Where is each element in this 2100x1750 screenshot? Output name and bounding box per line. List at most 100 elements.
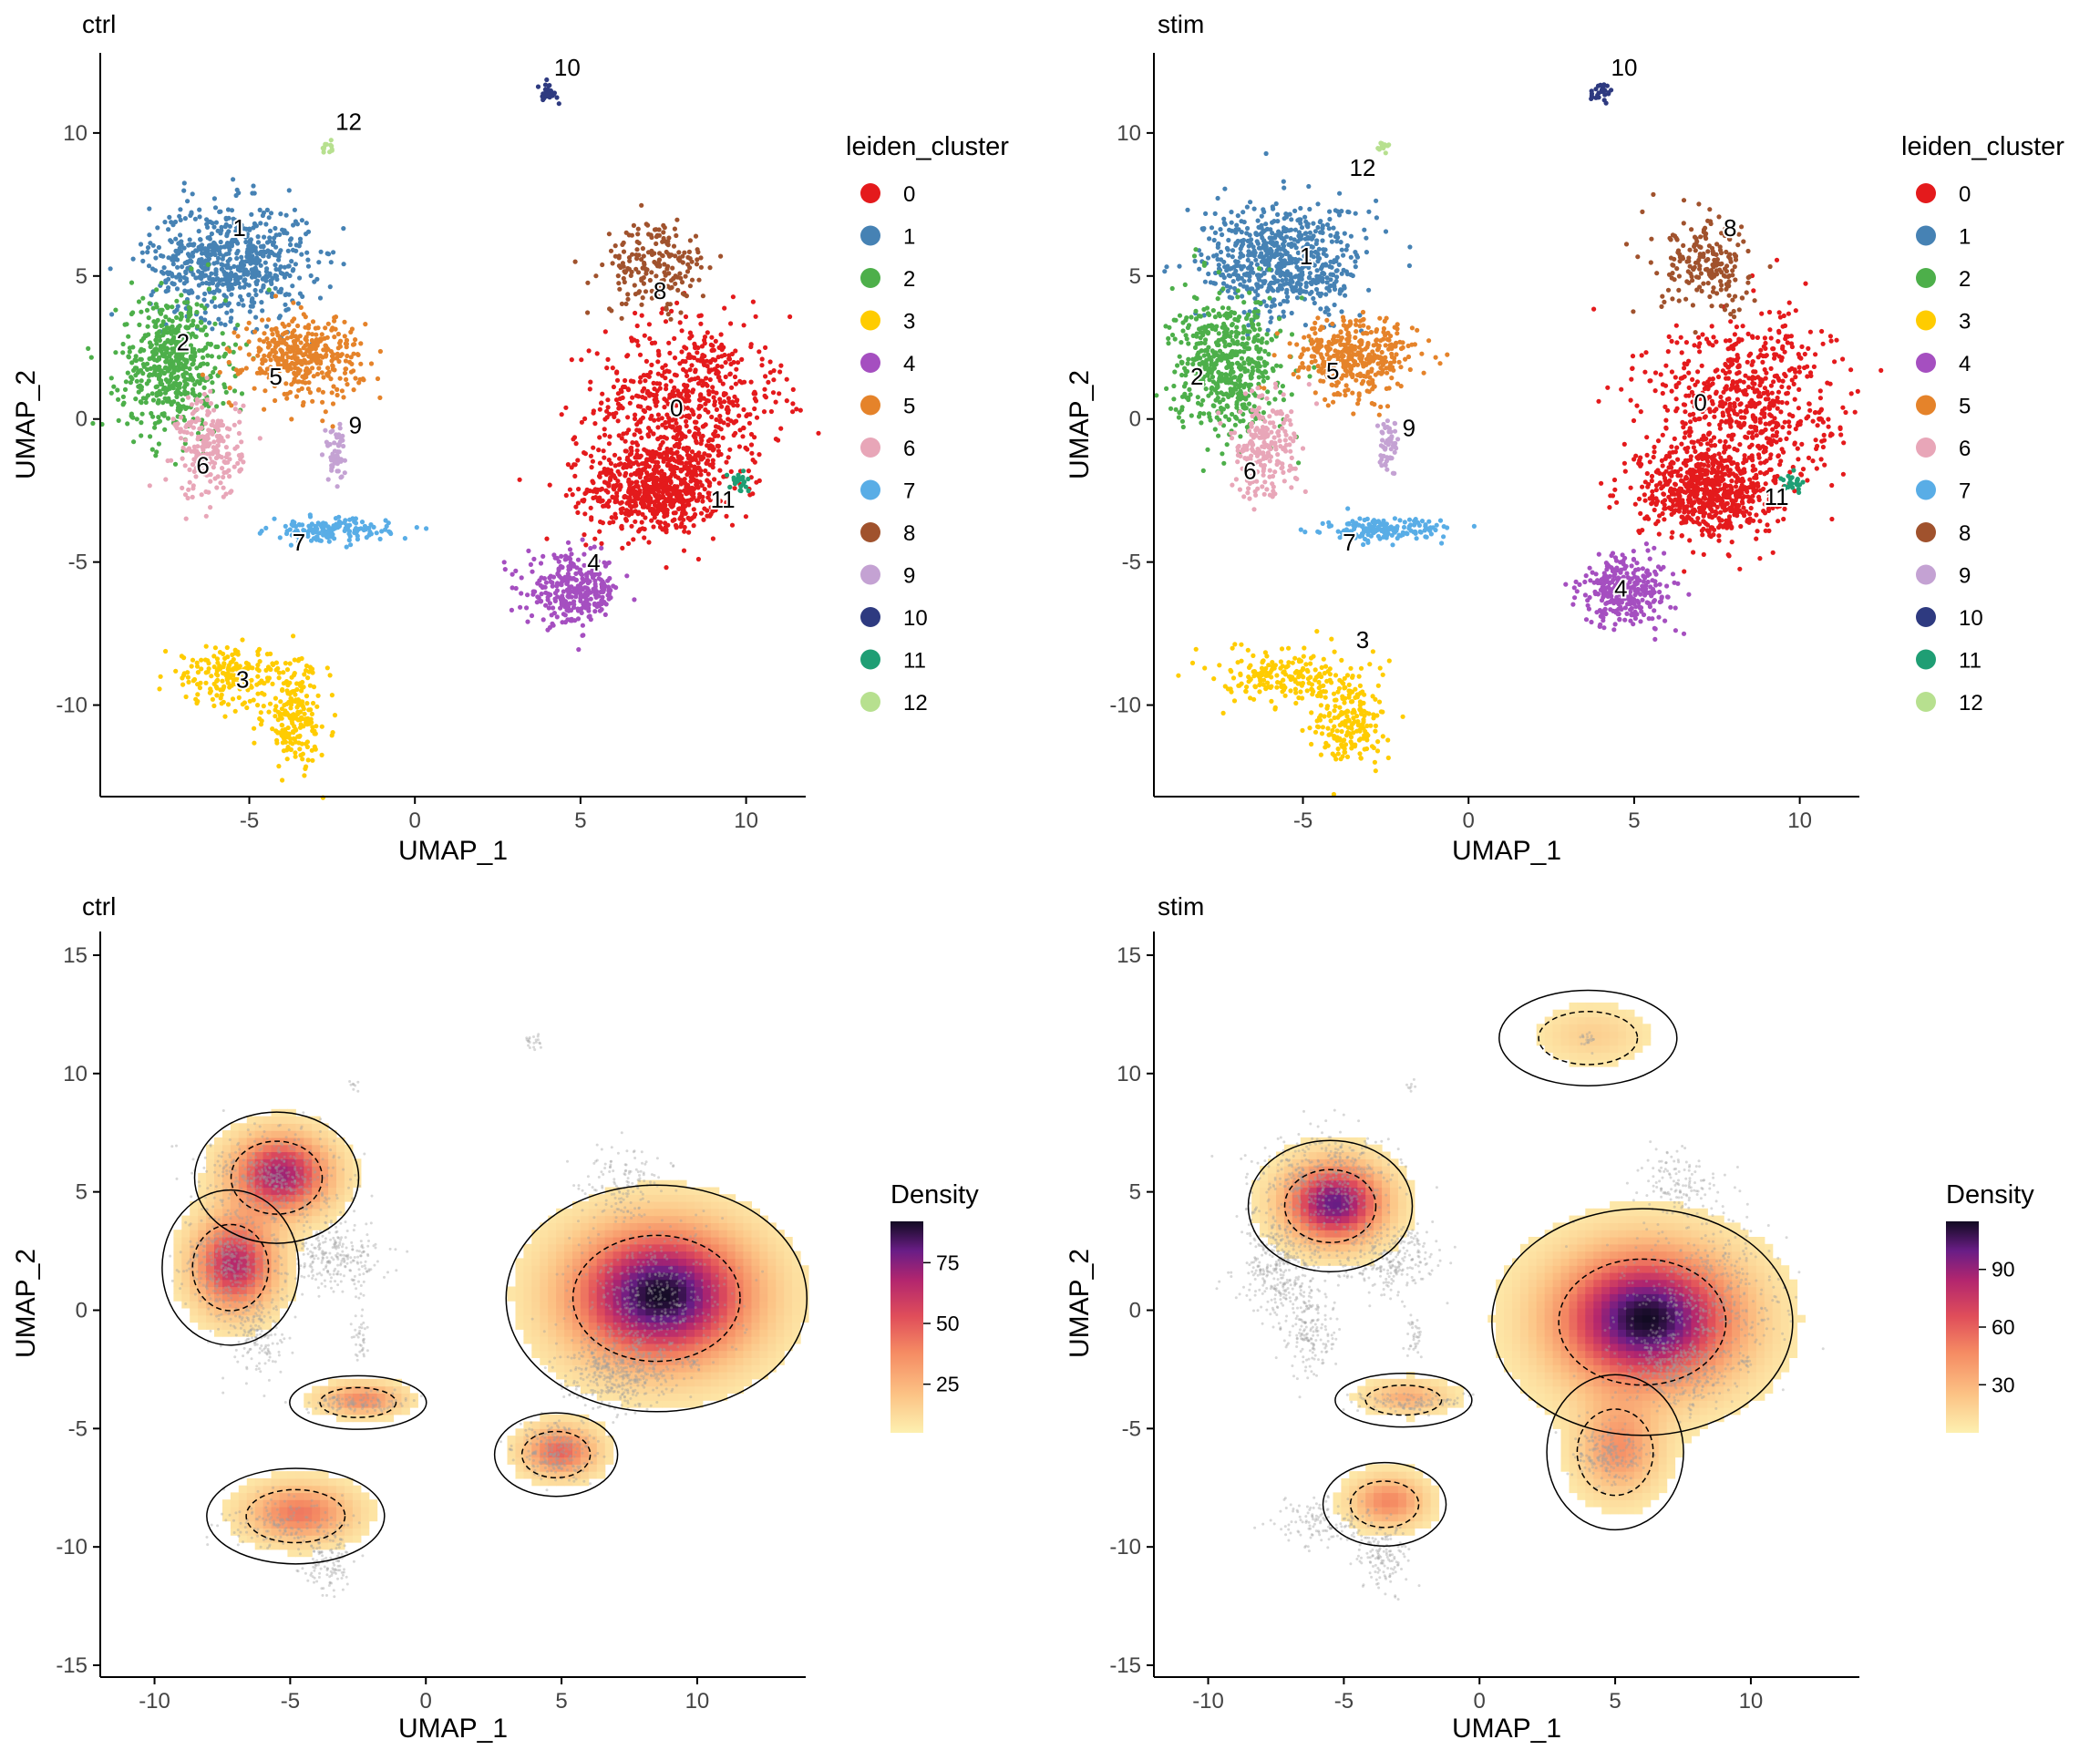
data-point	[640, 246, 646, 252]
data-point	[158, 674, 163, 679]
data-point	[673, 522, 679, 529]
data-point	[582, 416, 588, 421]
data-point	[167, 354, 172, 359]
data-point	[319, 452, 325, 458]
data-point	[184, 382, 190, 387]
data-point	[180, 264, 185, 270]
data-point	[637, 352, 643, 357]
data-point	[587, 613, 592, 619]
data-point	[691, 433, 696, 438]
data-point	[575, 500, 582, 506]
data-point	[307, 664, 313, 670]
data-point	[344, 376, 349, 382]
data-point	[546, 605, 551, 611]
data-point	[324, 251, 330, 256]
data-point	[666, 449, 672, 455]
data-point	[308, 273, 314, 279]
data-point	[1734, 324, 1739, 330]
data-point	[1776, 310, 1782, 315]
data-point	[644, 490, 650, 496]
data-point	[329, 147, 335, 152]
data-point	[705, 495, 711, 500]
data-point	[133, 396, 139, 402]
data-point	[546, 91, 551, 97]
data-point	[724, 459, 729, 465]
data-point	[625, 540, 632, 547]
data-point	[321, 532, 326, 538]
data-point	[302, 711, 307, 716]
data-point	[691, 411, 696, 417]
data-point	[197, 214, 202, 220]
data-point	[257, 436, 262, 441]
data-point	[337, 376, 343, 381]
data-point	[315, 693, 321, 698]
data-point	[604, 365, 610, 371]
data-point	[713, 366, 718, 372]
data-point	[717, 417, 724, 423]
data-point	[280, 723, 285, 728]
data-point	[712, 477, 717, 482]
data-point	[757, 452, 762, 458]
data-point	[247, 698, 252, 704]
data-point	[262, 260, 268, 265]
data-point	[569, 357, 574, 363]
data-point	[195, 416, 201, 421]
data-point	[1670, 530, 1675, 535]
data-point	[1650, 489, 1655, 494]
data-point	[665, 461, 671, 467]
data-point	[1669, 369, 1674, 375]
data-point	[701, 517, 706, 522]
data-point	[666, 340, 672, 345]
data-point	[649, 362, 654, 367]
panel-title: stim	[1158, 10, 1204, 38]
data-point	[235, 334, 241, 339]
data-point	[261, 339, 266, 345]
data-point	[346, 538, 352, 543]
data-point	[220, 331, 225, 336]
data-point	[746, 488, 751, 494]
data-point	[190, 272, 196, 277]
data-point	[652, 417, 657, 423]
data-point	[677, 496, 684, 501]
data-point	[213, 277, 219, 283]
data-point	[335, 331, 341, 337]
data-point	[1768, 365, 1774, 371]
y-tick-label: -10	[56, 694, 88, 718]
data-point	[125, 370, 130, 376]
data-point	[278, 211, 283, 217]
data-point	[337, 421, 343, 427]
data-point	[706, 388, 712, 394]
data-point	[214, 283, 220, 289]
data-point	[173, 376, 180, 382]
data-point	[162, 390, 169, 396]
data-point	[331, 355, 336, 362]
data-point	[624, 354, 630, 359]
data-point	[716, 345, 722, 350]
data-point	[161, 265, 167, 271]
data-point	[599, 400, 604, 406]
data-point	[674, 436, 679, 442]
legend-swatch	[860, 564, 880, 585]
data-point	[580, 537, 585, 542]
data-point	[710, 385, 715, 390]
data-point	[129, 376, 135, 382]
data-point	[113, 307, 118, 313]
data-point	[210, 429, 215, 435]
data-point	[709, 335, 715, 340]
data-point	[342, 334, 347, 339]
data-point	[227, 685, 232, 690]
data-point	[182, 288, 188, 293]
data-point	[733, 381, 739, 386]
data-point	[261, 704, 266, 709]
data-point	[1779, 399, 1785, 406]
data-point	[171, 335, 177, 340]
data-point	[283, 307, 289, 313]
data-point	[624, 430, 630, 436]
data-point	[424, 526, 429, 531]
data-point	[651, 524, 656, 530]
data-point	[305, 325, 311, 331]
data-point	[656, 494, 662, 500]
data-point	[217, 369, 222, 376]
data-point	[290, 283, 295, 289]
data-point	[278, 264, 283, 270]
